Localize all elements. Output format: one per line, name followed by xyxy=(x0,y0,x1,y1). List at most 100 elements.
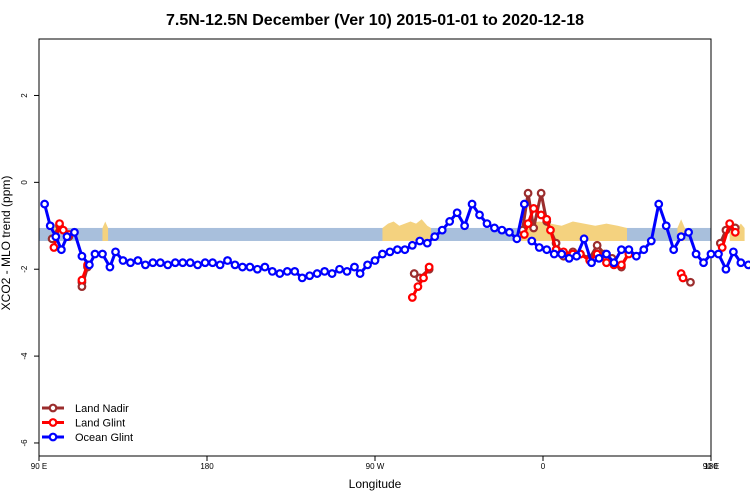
chart-title: 7.5N-12.5N December (Ver 10) 2015-01-01 … xyxy=(166,12,584,29)
data-point xyxy=(312,269,322,278)
y-tick-label: -2 xyxy=(20,265,29,273)
data-point xyxy=(422,238,432,248)
data-point xyxy=(178,258,188,268)
data-point xyxy=(505,227,514,237)
x-tick-label: 180 xyxy=(200,462,214,471)
data-point xyxy=(717,243,727,252)
data-point xyxy=(564,253,574,263)
data-point xyxy=(602,249,611,259)
data-point xyxy=(536,210,546,220)
data-point xyxy=(527,236,537,246)
data-point xyxy=(305,271,315,281)
data-point xyxy=(290,266,300,276)
data-point xyxy=(699,258,708,268)
data-point xyxy=(51,232,61,242)
data-point xyxy=(57,245,66,255)
x-tick-label: 0 xyxy=(541,462,546,471)
data-point xyxy=(519,230,529,239)
data-point xyxy=(437,225,447,235)
data-point xyxy=(529,223,539,233)
series-ocean-glint xyxy=(40,199,529,283)
data-point xyxy=(617,245,626,255)
legend-marker xyxy=(48,403,58,413)
x-tick-label: 180 xyxy=(704,462,718,471)
data-point xyxy=(475,210,484,220)
plot-frame xyxy=(38,38,712,457)
legend-label: Land Nadir xyxy=(75,403,129,415)
data-point xyxy=(355,269,365,278)
data-point xyxy=(148,258,158,268)
data-point xyxy=(743,260,750,270)
data-point xyxy=(452,208,462,218)
data-point xyxy=(490,223,499,233)
data-point xyxy=(275,269,285,278)
y-tick-label: 0 xyxy=(20,180,29,185)
data-point xyxy=(691,249,701,259)
legend-label: Land Glint xyxy=(75,418,125,430)
data-point xyxy=(419,273,428,283)
data-point xyxy=(111,247,120,257)
data-point xyxy=(342,266,352,276)
y-axis-label: XCO2 - MLO trend (ppm) xyxy=(0,176,13,311)
data-point xyxy=(245,262,255,272)
data-point xyxy=(238,262,247,272)
data-point xyxy=(140,260,150,270)
data-point xyxy=(519,199,529,209)
data-point xyxy=(90,249,100,259)
data-point xyxy=(413,282,423,291)
data-point xyxy=(105,262,115,272)
data-point xyxy=(523,219,533,229)
data-point xyxy=(579,234,589,244)
data-point xyxy=(445,217,455,226)
data-point xyxy=(49,243,59,252)
data-point xyxy=(686,277,695,287)
data-point xyxy=(58,225,68,235)
data-point xyxy=(523,188,533,198)
data-point xyxy=(706,249,716,259)
legend: Land Nadir Land Glint Ocean Glint xyxy=(42,403,133,444)
data-point xyxy=(327,269,337,278)
data-point xyxy=(84,260,94,270)
data-point xyxy=(594,253,604,263)
data-point xyxy=(669,245,679,255)
x-tick-label: 90 E xyxy=(703,462,719,471)
data-point xyxy=(282,266,292,276)
data-point xyxy=(542,214,552,224)
data-point xyxy=(55,219,64,229)
data-point xyxy=(407,240,417,250)
data-point xyxy=(62,232,72,242)
data-point xyxy=(592,240,602,250)
y-tick-label: 2 xyxy=(20,93,29,98)
data-point xyxy=(155,258,165,268)
data-point xyxy=(370,256,380,265)
data-point xyxy=(297,273,307,283)
data-point xyxy=(400,245,410,255)
x-tick-label: 90 E xyxy=(31,462,47,471)
data-point xyxy=(684,227,693,237)
data-point xyxy=(460,221,470,231)
data-point xyxy=(736,258,746,268)
data-point xyxy=(215,260,225,270)
data-point xyxy=(587,258,596,268)
data-point xyxy=(200,258,210,268)
data-point xyxy=(350,262,359,272)
data-point xyxy=(70,227,79,237)
land-fill-1 xyxy=(102,221,109,241)
data-point xyxy=(424,262,434,272)
data-point xyxy=(208,258,218,268)
data-point xyxy=(252,264,262,274)
data-point xyxy=(572,251,581,261)
land-fill-3 xyxy=(518,221,627,241)
legend-label: Ocean Glint xyxy=(75,432,133,444)
y-tick-label: -6 xyxy=(20,439,29,447)
series-line xyxy=(411,266,431,299)
data-point xyxy=(609,258,619,268)
data-point xyxy=(193,260,203,270)
data-point xyxy=(430,232,440,242)
data-point xyxy=(385,247,395,257)
data-point xyxy=(45,221,55,231)
data-point xyxy=(335,264,344,274)
data-point xyxy=(529,204,539,213)
